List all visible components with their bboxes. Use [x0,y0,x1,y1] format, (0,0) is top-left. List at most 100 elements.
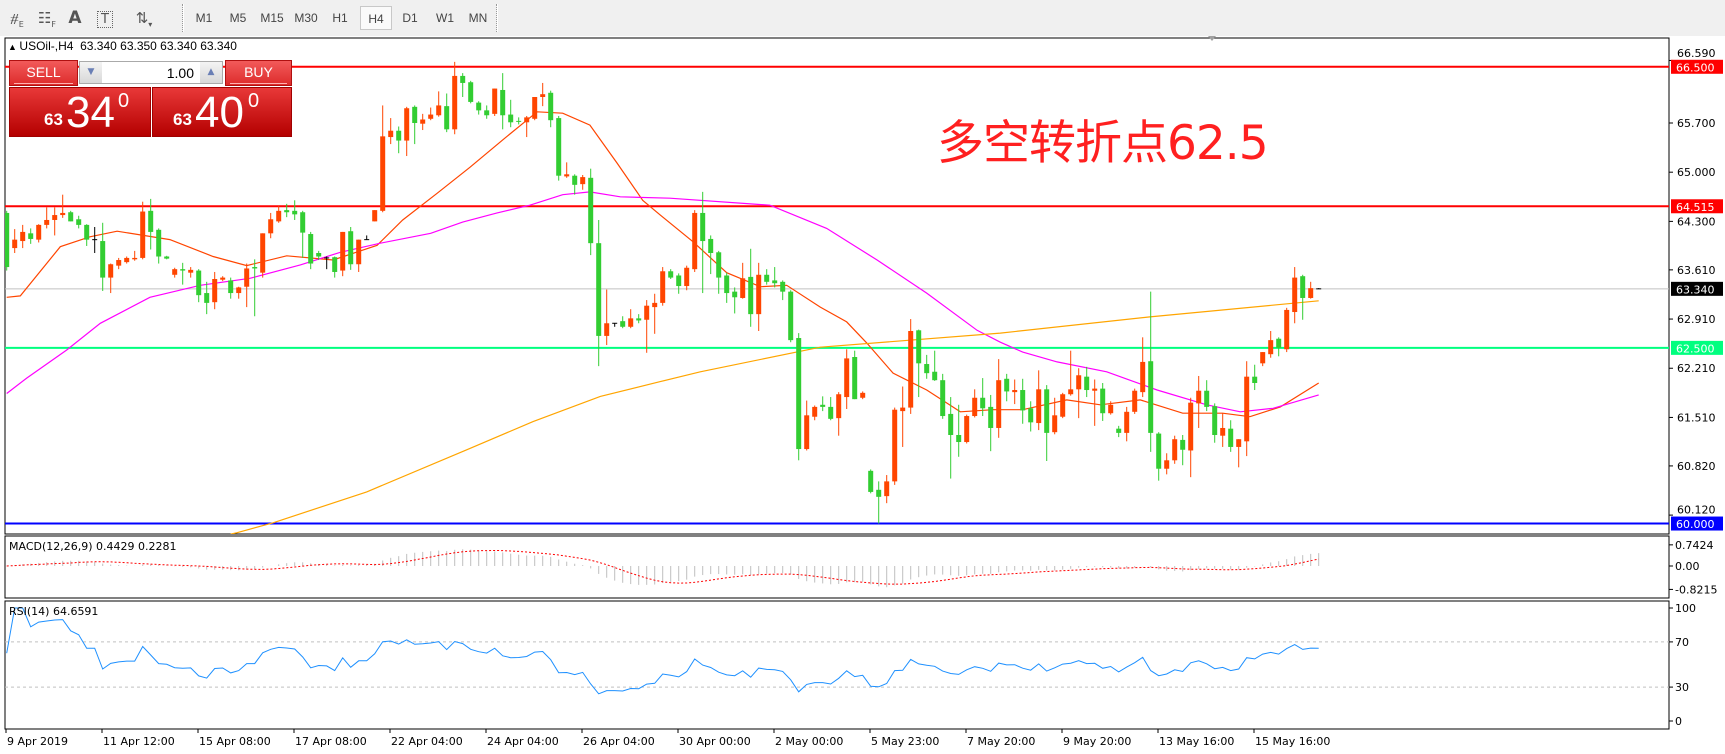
candle-body [652,302,658,308]
candle [1252,364,1258,391]
candle [860,391,866,400]
timeframe-m1[interactable]: M1 [195,11,213,25]
candle-body [1276,338,1282,348]
candle [132,250,138,261]
candle [812,405,818,421]
candle-body [276,210,282,222]
buy-price-button[interactable]: 63 40 0 [152,87,292,137]
candle-body [668,271,674,278]
candle [156,228,162,264]
text-icon[interactable]: A [68,8,82,28]
candle-body [572,175,578,185]
candle [476,101,482,115]
candle [84,224,90,246]
candle-body [172,269,178,275]
candle [492,88,498,116]
timeframe-m30[interactable]: M30 [294,11,318,25]
timeframe-h1[interactable]: H1 [332,11,348,25]
expert-advisors-icon[interactable]: ⧣E [10,9,24,29]
candle-body [5,212,10,268]
price-tick-label: 65.700 [1677,117,1716,130]
candle [708,235,714,275]
candle [52,207,58,236]
candle [1156,432,1162,481]
candle [68,210,74,222]
candle [1092,379,1098,426]
candle-body [348,231,354,265]
candle-body [84,224,90,240]
price-tick-label: 62.910 [1677,313,1716,326]
candle [828,397,834,421]
timeframe-w1[interactable]: W1 [436,11,454,25]
timeframe-m5[interactable]: M5 [229,11,247,25]
candle-body [756,274,762,315]
symbol-label: USOil-,H4 [19,39,74,53]
candle-body [988,406,994,428]
candle [876,481,882,524]
text-label-icon[interactable]: T [92,6,118,30]
candle [1076,368,1082,419]
candle [908,319,914,414]
increase-lots-button[interactable]: ▲ [200,62,222,83]
sell-price-button[interactable]: 63 34 0 [9,87,151,137]
candle-body [748,276,754,315]
candle [388,118,394,145]
candle-body [140,211,146,258]
candle [1180,434,1186,466]
lot-size-spinner[interactable]: ▼ ▲ [79,61,223,84]
chart-header: ▲ USOil-,H4 63.340 63.350 63.340 63.340 [8,39,237,53]
candle-body [1252,376,1258,383]
buy-button[interactable]: BUY [225,60,292,86]
price-tag [1671,340,1723,355]
candle [684,265,690,291]
candle-body [1052,415,1058,433]
candle [228,277,234,299]
price-tag-label: 64.515 [1676,201,1715,214]
decrease-lots-button[interactable]: ▼ [80,62,102,83]
shift-marker-icon[interactable] [1208,36,1216,41]
candle [1188,397,1194,478]
candle [292,200,298,220]
candle [212,271,218,310]
candle-body [788,291,794,341]
candle [980,378,986,417]
macd-pane[interactable] [4,535,1670,599]
sell-button[interactable]: SELL [9,60,78,86]
candle [1276,337,1282,357]
candle [1268,330,1274,358]
time-tick-label: 13 May 16:00 [1159,735,1234,748]
candle-body [604,323,610,336]
candle [100,222,106,291]
candle-body [332,257,338,272]
candle [692,210,698,272]
candle-body [532,97,538,119]
rsi-pane[interactable] [4,600,1670,730]
candle [620,316,626,329]
candle-body [620,321,626,327]
candle [772,267,778,288]
candle [724,272,730,303]
arrows-icon[interactable]: ⇅▾ [135,9,153,29]
macd-label: MACD(12,26,9) 0.4429 0.2281 [9,540,177,553]
candle [1172,435,1178,464]
candle [1132,388,1138,414]
candle [1084,366,1090,398]
timeframe-h4[interactable]: H4 [360,6,392,30]
candle [284,203,290,218]
candle [1052,397,1058,435]
candle [804,400,810,451]
time-tick-label: 7 May 20:00 [967,735,1035,748]
candle-body [228,280,234,294]
timeframe-m15[interactable]: M15 [260,11,284,25]
candle-body [1268,340,1274,355]
grid-icon[interactable]: ☷F [37,9,57,29]
lot-size-input[interactable] [104,62,198,83]
timeframe-mn[interactable]: MN [468,11,488,25]
candle-body [284,210,290,213]
collapse-triangle-icon[interactable]: ▲ [8,42,20,52]
timeframe-d1[interactable]: D1 [402,11,418,25]
candle-body [380,136,386,211]
candle [180,262,186,285]
candle [956,404,962,457]
candle-body [508,114,514,123]
